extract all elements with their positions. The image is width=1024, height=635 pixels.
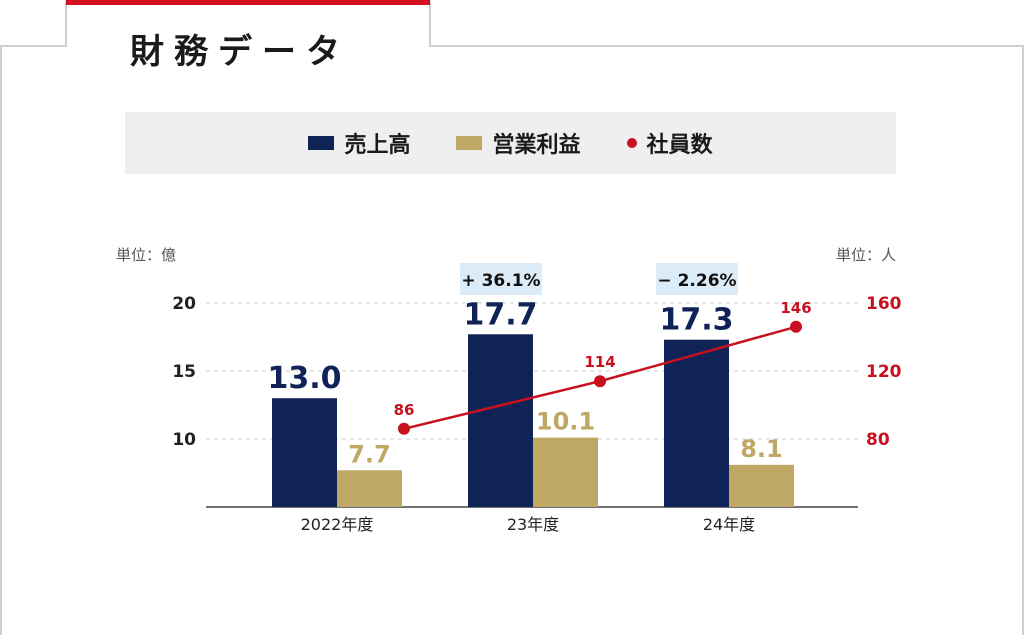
left-axis-unit: 単位：億 — [116, 246, 176, 264]
legend-dot-employees — [626, 138, 637, 148]
left-tick-label: 10 — [172, 430, 196, 450]
tab-accent-bar — [66, 0, 430, 5]
point-employees — [790, 320, 802, 333]
bar-label-revenue: 17.3 — [659, 303, 733, 338]
category-label: 24年度 — [703, 515, 755, 534]
right-tick-label: 120 — [866, 362, 902, 382]
category-label: 23年度 — [507, 515, 559, 534]
bar-label-revenue: 17.7 — [463, 297, 537, 332]
left-tick-label: 15 — [172, 362, 196, 382]
right-tick-label: 160 — [866, 294, 902, 314]
bar-label-profit: 7.7 — [348, 440, 391, 468]
bar-revenue — [272, 398, 337, 507]
bar-label-profit: 10.1 — [536, 408, 595, 436]
legend-label-employees: 社員数 — [646, 133, 713, 158]
point-employees — [594, 375, 606, 388]
legend-item-revenue: 売上高 — [308, 127, 410, 159]
legend-swatch-revenue — [308, 136, 335, 150]
point-employees — [398, 422, 410, 435]
bar-profit — [533, 437, 598, 507]
legend-swatch-profit — [456, 136, 483, 150]
bar-revenue — [664, 339, 729, 507]
growth-label: − 2.26% — [657, 271, 736, 291]
point-label-employees: 114 — [584, 353, 615, 371]
bar-label-profit: 8.1 — [740, 435, 783, 463]
legend-item-employees: 社員数 — [626, 127, 713, 159]
right-axis-unit: 単位：人 — [836, 246, 896, 264]
bar-profit — [337, 470, 402, 507]
legend-label-profit: 営業利益 — [492, 133, 581, 158]
point-label-employees: 86 — [394, 401, 415, 419]
page-title: 財務データ — [130, 32, 350, 72]
growth-label-bg — [656, 263, 738, 295]
growth-label: + 36.1% — [461, 271, 540, 291]
growth-label-bg — [460, 263, 542, 295]
point-label-employees: 146 — [780, 299, 811, 317]
chart-legend: 売上高 営業利益 社員数 — [125, 112, 896, 174]
left-tick-label: 20 — [172, 294, 196, 314]
right-tick-label: 80 — [866, 430, 890, 450]
bar-revenue — [468, 334, 533, 507]
bar-profit — [729, 464, 794, 507]
legend-label-revenue: 売上高 — [344, 133, 411, 158]
legend-item-profit: 営業利益 — [456, 127, 581, 159]
bar-label-revenue: 13.0 — [267, 361, 341, 396]
category-label: 2022年度 — [301, 515, 374, 534]
